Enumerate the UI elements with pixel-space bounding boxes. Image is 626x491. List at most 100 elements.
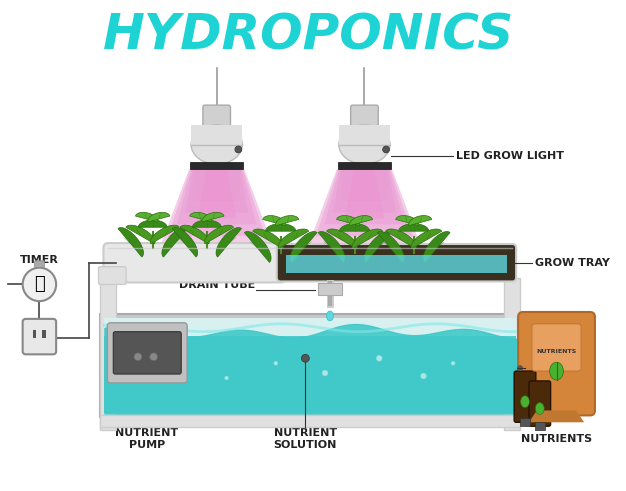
FancyBboxPatch shape (103, 243, 285, 282)
Text: TIMER: TIMER (20, 255, 59, 265)
Bar (100, 277, 116, 430)
FancyBboxPatch shape (100, 314, 520, 417)
Polygon shape (352, 229, 382, 248)
Polygon shape (290, 232, 317, 262)
FancyBboxPatch shape (529, 381, 551, 426)
Circle shape (517, 365, 523, 371)
Circle shape (301, 355, 309, 362)
Text: 🕐: 🕐 (34, 275, 45, 294)
Text: DRAIN TUBE: DRAIN TUBE (178, 280, 255, 290)
Ellipse shape (327, 311, 334, 321)
Polygon shape (162, 228, 187, 257)
Text: NUTRIENTS: NUTRIENTS (521, 434, 592, 444)
Circle shape (235, 146, 242, 153)
Polygon shape (126, 225, 155, 244)
Ellipse shape (521, 396, 530, 408)
Polygon shape (177, 169, 257, 224)
Polygon shape (197, 169, 237, 218)
FancyBboxPatch shape (518, 312, 595, 415)
Circle shape (382, 146, 389, 153)
Polygon shape (399, 223, 429, 231)
Text: GROW TRAY: GROW TRAY (535, 258, 610, 268)
Bar (505, 277, 520, 430)
FancyBboxPatch shape (23, 319, 56, 355)
Bar (100, 415, 520, 427)
Polygon shape (185, 169, 248, 213)
Bar (105, 336, 516, 413)
Bar (338, 162, 391, 169)
Polygon shape (244, 232, 271, 262)
Circle shape (323, 371, 327, 375)
Polygon shape (253, 229, 283, 248)
Polygon shape (349, 216, 372, 226)
Polygon shape (333, 169, 396, 213)
Circle shape (274, 361, 279, 366)
Bar (105, 318, 516, 413)
Polygon shape (138, 220, 167, 227)
Polygon shape (327, 229, 357, 248)
Polygon shape (345, 169, 384, 218)
FancyBboxPatch shape (98, 267, 126, 284)
Polygon shape (342, 169, 387, 201)
Bar (339, 125, 390, 144)
FancyBboxPatch shape (514, 371, 536, 422)
Polygon shape (307, 169, 421, 248)
Bar (33, 330, 36, 338)
FancyBboxPatch shape (34, 261, 44, 268)
Polygon shape (396, 216, 419, 226)
Ellipse shape (339, 125, 390, 164)
Polygon shape (168, 169, 265, 236)
Bar (535, 422, 545, 430)
Polygon shape (529, 410, 584, 422)
Polygon shape (135, 212, 158, 222)
Circle shape (376, 355, 382, 361)
Text: NUTRIENTS: NUTRIENTS (536, 349, 577, 354)
Polygon shape (118, 228, 143, 257)
Text: LED GROW LIGHT: LED GROW LIGHT (456, 151, 564, 162)
FancyBboxPatch shape (113, 332, 182, 374)
Polygon shape (190, 212, 212, 222)
Polygon shape (202, 212, 224, 222)
Polygon shape (194, 169, 240, 201)
Circle shape (451, 361, 455, 365)
Polygon shape (216, 228, 242, 257)
Polygon shape (265, 223, 296, 231)
Polygon shape (364, 232, 391, 262)
FancyBboxPatch shape (203, 105, 230, 127)
Circle shape (421, 374, 426, 379)
Polygon shape (180, 225, 209, 244)
Polygon shape (386, 229, 416, 248)
Circle shape (180, 356, 185, 361)
Polygon shape (150, 225, 180, 244)
Polygon shape (148, 212, 170, 222)
Circle shape (150, 370, 156, 376)
Polygon shape (423, 232, 450, 262)
Bar (318, 283, 342, 295)
Polygon shape (411, 229, 442, 248)
Polygon shape (263, 216, 286, 226)
Polygon shape (337, 216, 360, 226)
Bar (191, 125, 242, 144)
Circle shape (150, 353, 158, 361)
Text: NUTRIENT
PUMP: NUTRIENT PUMP (115, 428, 178, 450)
Ellipse shape (191, 125, 242, 164)
FancyBboxPatch shape (351, 105, 378, 127)
Bar (43, 330, 46, 338)
Text: HYDROPONICS: HYDROPONICS (103, 11, 514, 59)
Polygon shape (318, 232, 345, 262)
Bar (285, 255, 507, 273)
Polygon shape (160, 169, 274, 248)
Text: NUTRIENT
SOLUTION: NUTRIENT SOLUTION (274, 428, 337, 450)
FancyBboxPatch shape (108, 323, 187, 383)
Polygon shape (192, 220, 222, 227)
Bar (520, 418, 530, 426)
Polygon shape (316, 169, 413, 236)
Polygon shape (275, 216, 299, 226)
Polygon shape (339, 223, 370, 231)
Bar (190, 162, 244, 169)
Circle shape (23, 268, 56, 301)
Circle shape (134, 353, 142, 361)
Polygon shape (278, 229, 309, 248)
Circle shape (225, 376, 228, 380)
FancyBboxPatch shape (277, 244, 516, 281)
